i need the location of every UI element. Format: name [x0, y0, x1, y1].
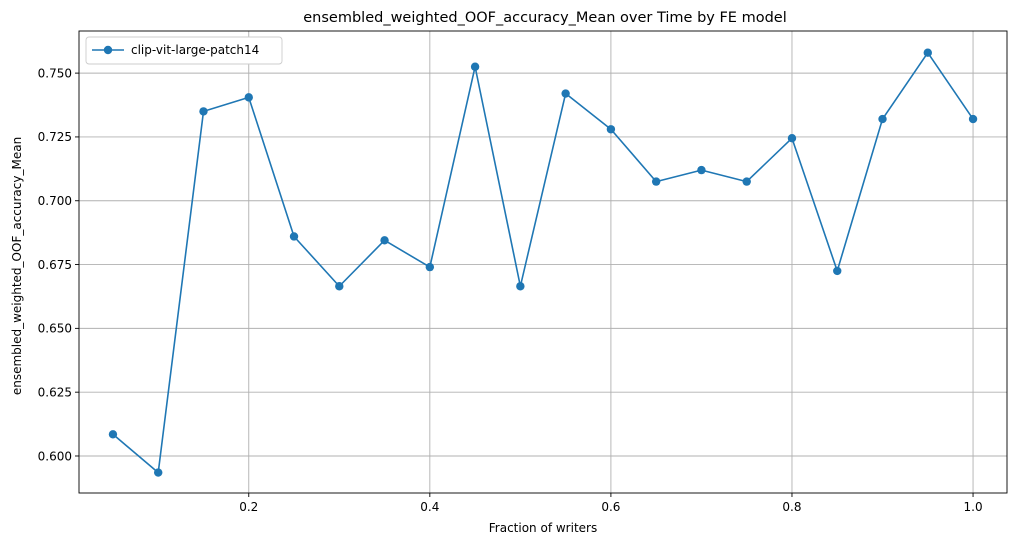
y-axis-label: ensembled_weighted_OOF_accuracy_Mean — [10, 137, 24, 395]
y-tick-label: 0.700 — [38, 194, 72, 208]
x-axis-label: Fraction of writers — [489, 521, 597, 535]
data-point — [742, 177, 751, 186]
legend: clip-vit-large-patch14 — [85, 36, 283, 65]
x-tick-label: 1.0 — [964, 500, 983, 514]
data-point — [561, 89, 570, 98]
data-point — [833, 266, 842, 276]
x-tick-label: 0.4 — [420, 500, 439, 514]
data-point — [787, 134, 797, 143]
data-point — [244, 93, 253, 102]
y-tick-label: 0.675 — [38, 258, 72, 272]
y-tick-label: 0.750 — [38, 66, 72, 80]
data-point — [606, 125, 616, 134]
y-tick-label: 0.625 — [38, 385, 72, 399]
data-point — [878, 114, 887, 124]
data-point — [968, 114, 978, 124]
series-line — [112, 51, 974, 474]
grid — [79, 31, 1007, 493]
data-point — [470, 62, 480, 71]
y-tick-label: 0.600 — [38, 449, 72, 463]
data-point — [516, 282, 525, 291]
data-point — [199, 107, 208, 116]
plot-frame — [78, 30, 1008, 494]
data-point — [697, 165, 706, 175]
series-layer — [108, 48, 978, 477]
data-point — [289, 232, 299, 241]
axis-ticks: 0.2 0.4 0.6 0.8 1.0 0.600 0.625 0.650 0.675 0.700… — [38, 66, 983, 514]
data-point — [923, 48, 932, 57]
x-tick-label: 0.2 — [239, 500, 258, 514]
legend-label: clip-vit-large-patch14 — [131, 43, 259, 57]
data-point — [425, 262, 435, 272]
y-tick-label: 0.725 — [38, 130, 72, 144]
data-point — [380, 236, 389, 245]
legend-marker-swatch — [103, 45, 113, 55]
legend-box — [85, 36, 283, 65]
data-point — [335, 282, 344, 291]
x-tick-label: 0.6 — [601, 500, 620, 514]
y-tick-label: 0.650 — [38, 322, 72, 336]
data-point — [154, 468, 163, 477]
chart-title: ensembled_weighted_OOF_accuracy_Mean ove… — [303, 10, 786, 26]
data-point — [651, 177, 661, 186]
data-point — [108, 430, 118, 439]
x-tick-label: 0.8 — [782, 500, 801, 514]
